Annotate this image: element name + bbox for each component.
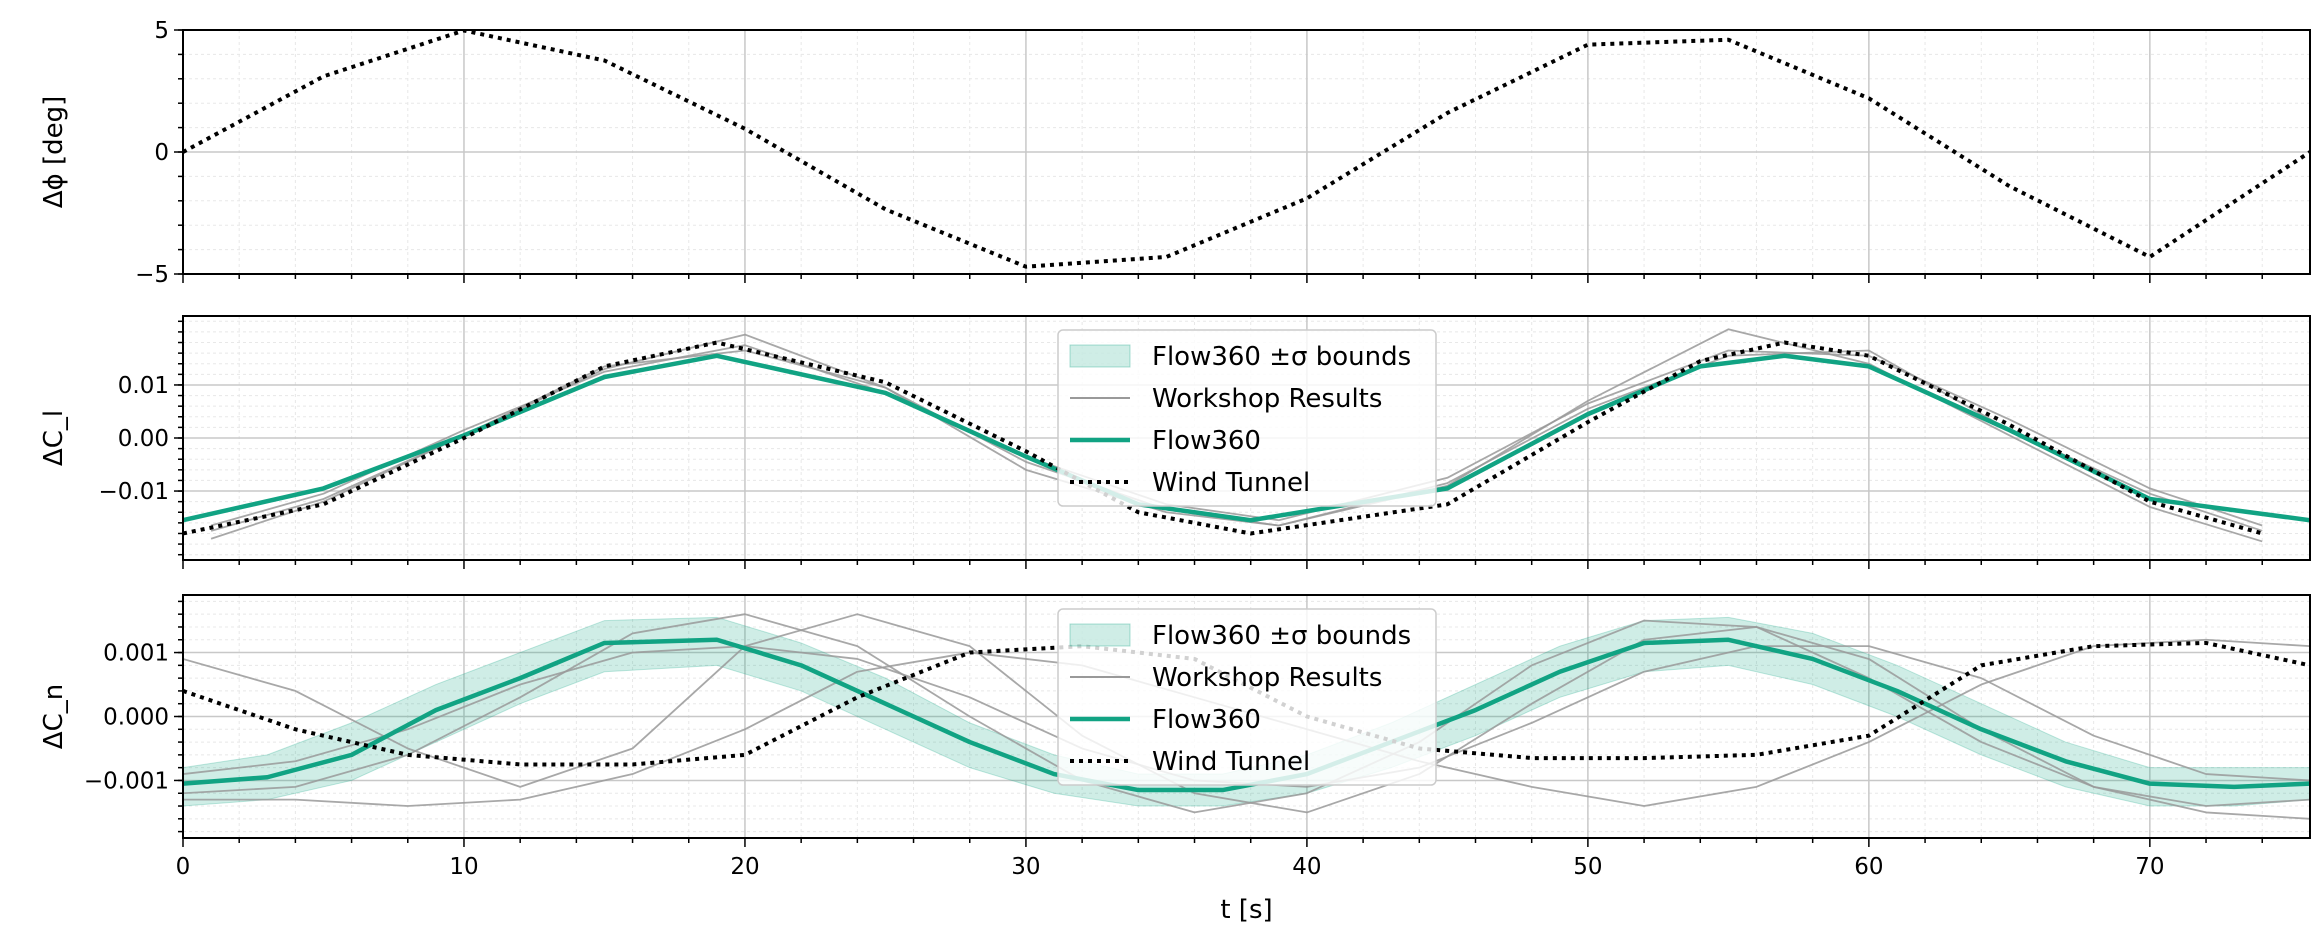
legend-band-swatch <box>1069 623 1131 647</box>
x-axis-label: t [s] <box>1220 895 1272 925</box>
y-tick-label: 0.01 <box>118 373 169 399</box>
x-tick-label: 10 <box>449 854 478 880</box>
x-tick-label: 0 <box>176 854 191 880</box>
wind-tunnel-line <box>183 340 2263 536</box>
y-tick-label: −0.001 <box>84 768 169 794</box>
panel-1: −5 0 5 Δϕ [deg] <box>39 18 2311 288</box>
legend-entry-label: Flow360 <box>1152 426 1261 456</box>
y-axis-label: Δϕ [deg] <box>39 96 69 209</box>
x-tick-label: 60 <box>1854 854 1883 880</box>
legend-entry-label: Flow360 ±σ bounds <box>1152 621 1411 651</box>
legend-entry-label: Wind Tunnel <box>1152 747 1310 777</box>
panel-3: −0.001 0.000 0.001 ΔC_n 0 10 20 30 40 50 60 70 t [s]… <box>39 594 2311 925</box>
x-tick-label: 30 <box>1011 854 1040 880</box>
x-tick-label: 50 <box>1573 854 1602 880</box>
flow360-sigma-band <box>183 616 2310 807</box>
workshop-result-line <box>183 613 2310 814</box>
series-group <box>183 30 2310 269</box>
legend-entry-label: Flow360 <box>1152 705 1261 735</box>
legend-entry-label: Flow360 ±σ bounds <box>1152 342 1411 372</box>
series-group <box>183 328 2310 543</box>
legend-box <box>1057 608 1437 786</box>
legend-entry-label: Workshop Results <box>1152 384 1382 414</box>
y-tick-label: −5 <box>135 262 169 288</box>
legend-box <box>1057 329 1437 507</box>
y-tick-label: −0.01 <box>99 479 169 505</box>
legend: Flow360 ±σ bounds Workshop Results Flow360… <box>1057 329 1437 507</box>
legend-entry-label: Wind Tunnel <box>1152 468 1310 498</box>
y-tick-label: 0 <box>154 140 169 166</box>
y-tick-label: 5 <box>154 18 169 44</box>
x-tick-label: 40 <box>1292 854 1321 880</box>
delta-phi-line <box>183 30 2310 269</box>
x-tick-label: 20 <box>730 854 759 880</box>
y-axis-label: ΔC_n <box>39 684 69 749</box>
panel-2: −0.01 0.00 0.01 ΔC_l Flow360 ±σ bounds Worksh… <box>39 315 2311 569</box>
legend-entry-label: Workshop Results <box>1152 663 1382 693</box>
x-tick-label: 70 <box>2135 854 2164 880</box>
grid <box>182 29 2310 275</box>
legend-band-swatch <box>1069 344 1131 368</box>
flow360-line <box>183 353 2310 523</box>
y-tick-label: 0.00 <box>118 426 169 452</box>
y-axis-label: ΔC_l <box>39 410 69 466</box>
y-tick-label: 0.001 <box>103 641 169 667</box>
legend: Flow360 ±σ bounds Workshop Results Flow360… <box>1057 608 1437 786</box>
y-tick-label: 0.000 <box>103 705 169 731</box>
